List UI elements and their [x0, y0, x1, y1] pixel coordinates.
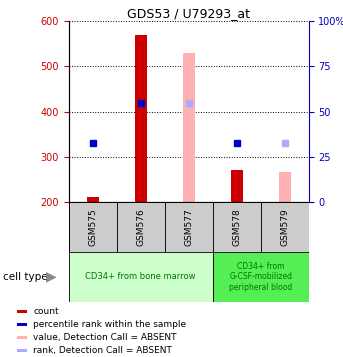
Bar [17, 349, 27, 352]
Text: count: count [33, 307, 59, 316]
Text: GSM578: GSM578 [232, 208, 241, 246]
Text: GSM576: GSM576 [136, 208, 145, 246]
Text: percentile rank within the sample: percentile rank within the sample [33, 320, 186, 329]
Bar [134, 35, 147, 202]
Text: GSM579: GSM579 [280, 208, 289, 246]
Text: GSM575: GSM575 [88, 208, 97, 246]
Bar [182, 53, 195, 202]
Bar [279, 172, 291, 202]
Text: value, Detection Call = ABSENT: value, Detection Call = ABSENT [33, 333, 177, 342]
Bar [213, 202, 261, 252]
Bar [69, 202, 117, 252]
Text: rank, Detection Call = ABSENT: rank, Detection Call = ABSENT [33, 346, 172, 355]
Text: cell type: cell type [3, 272, 48, 282]
Text: GSM577: GSM577 [184, 208, 193, 246]
Bar [17, 323, 27, 326]
Text: CD34+ from
G-CSF-mobilized
peripheral blood: CD34+ from G-CSF-mobilized peripheral bl… [229, 262, 292, 292]
Bar [69, 252, 213, 302]
Text: CD34+ from bone marrow: CD34+ from bone marrow [85, 272, 196, 281]
Text: ▶: ▶ [46, 270, 57, 284]
Bar [165, 202, 213, 252]
Title: GDS53 / U79293_at: GDS53 / U79293_at [127, 7, 250, 20]
Bar [17, 336, 27, 339]
Bar [213, 252, 309, 302]
Bar [87, 197, 99, 202]
Bar [261, 202, 309, 252]
Bar [17, 310, 27, 313]
Bar [230, 170, 243, 202]
Bar [117, 202, 165, 252]
